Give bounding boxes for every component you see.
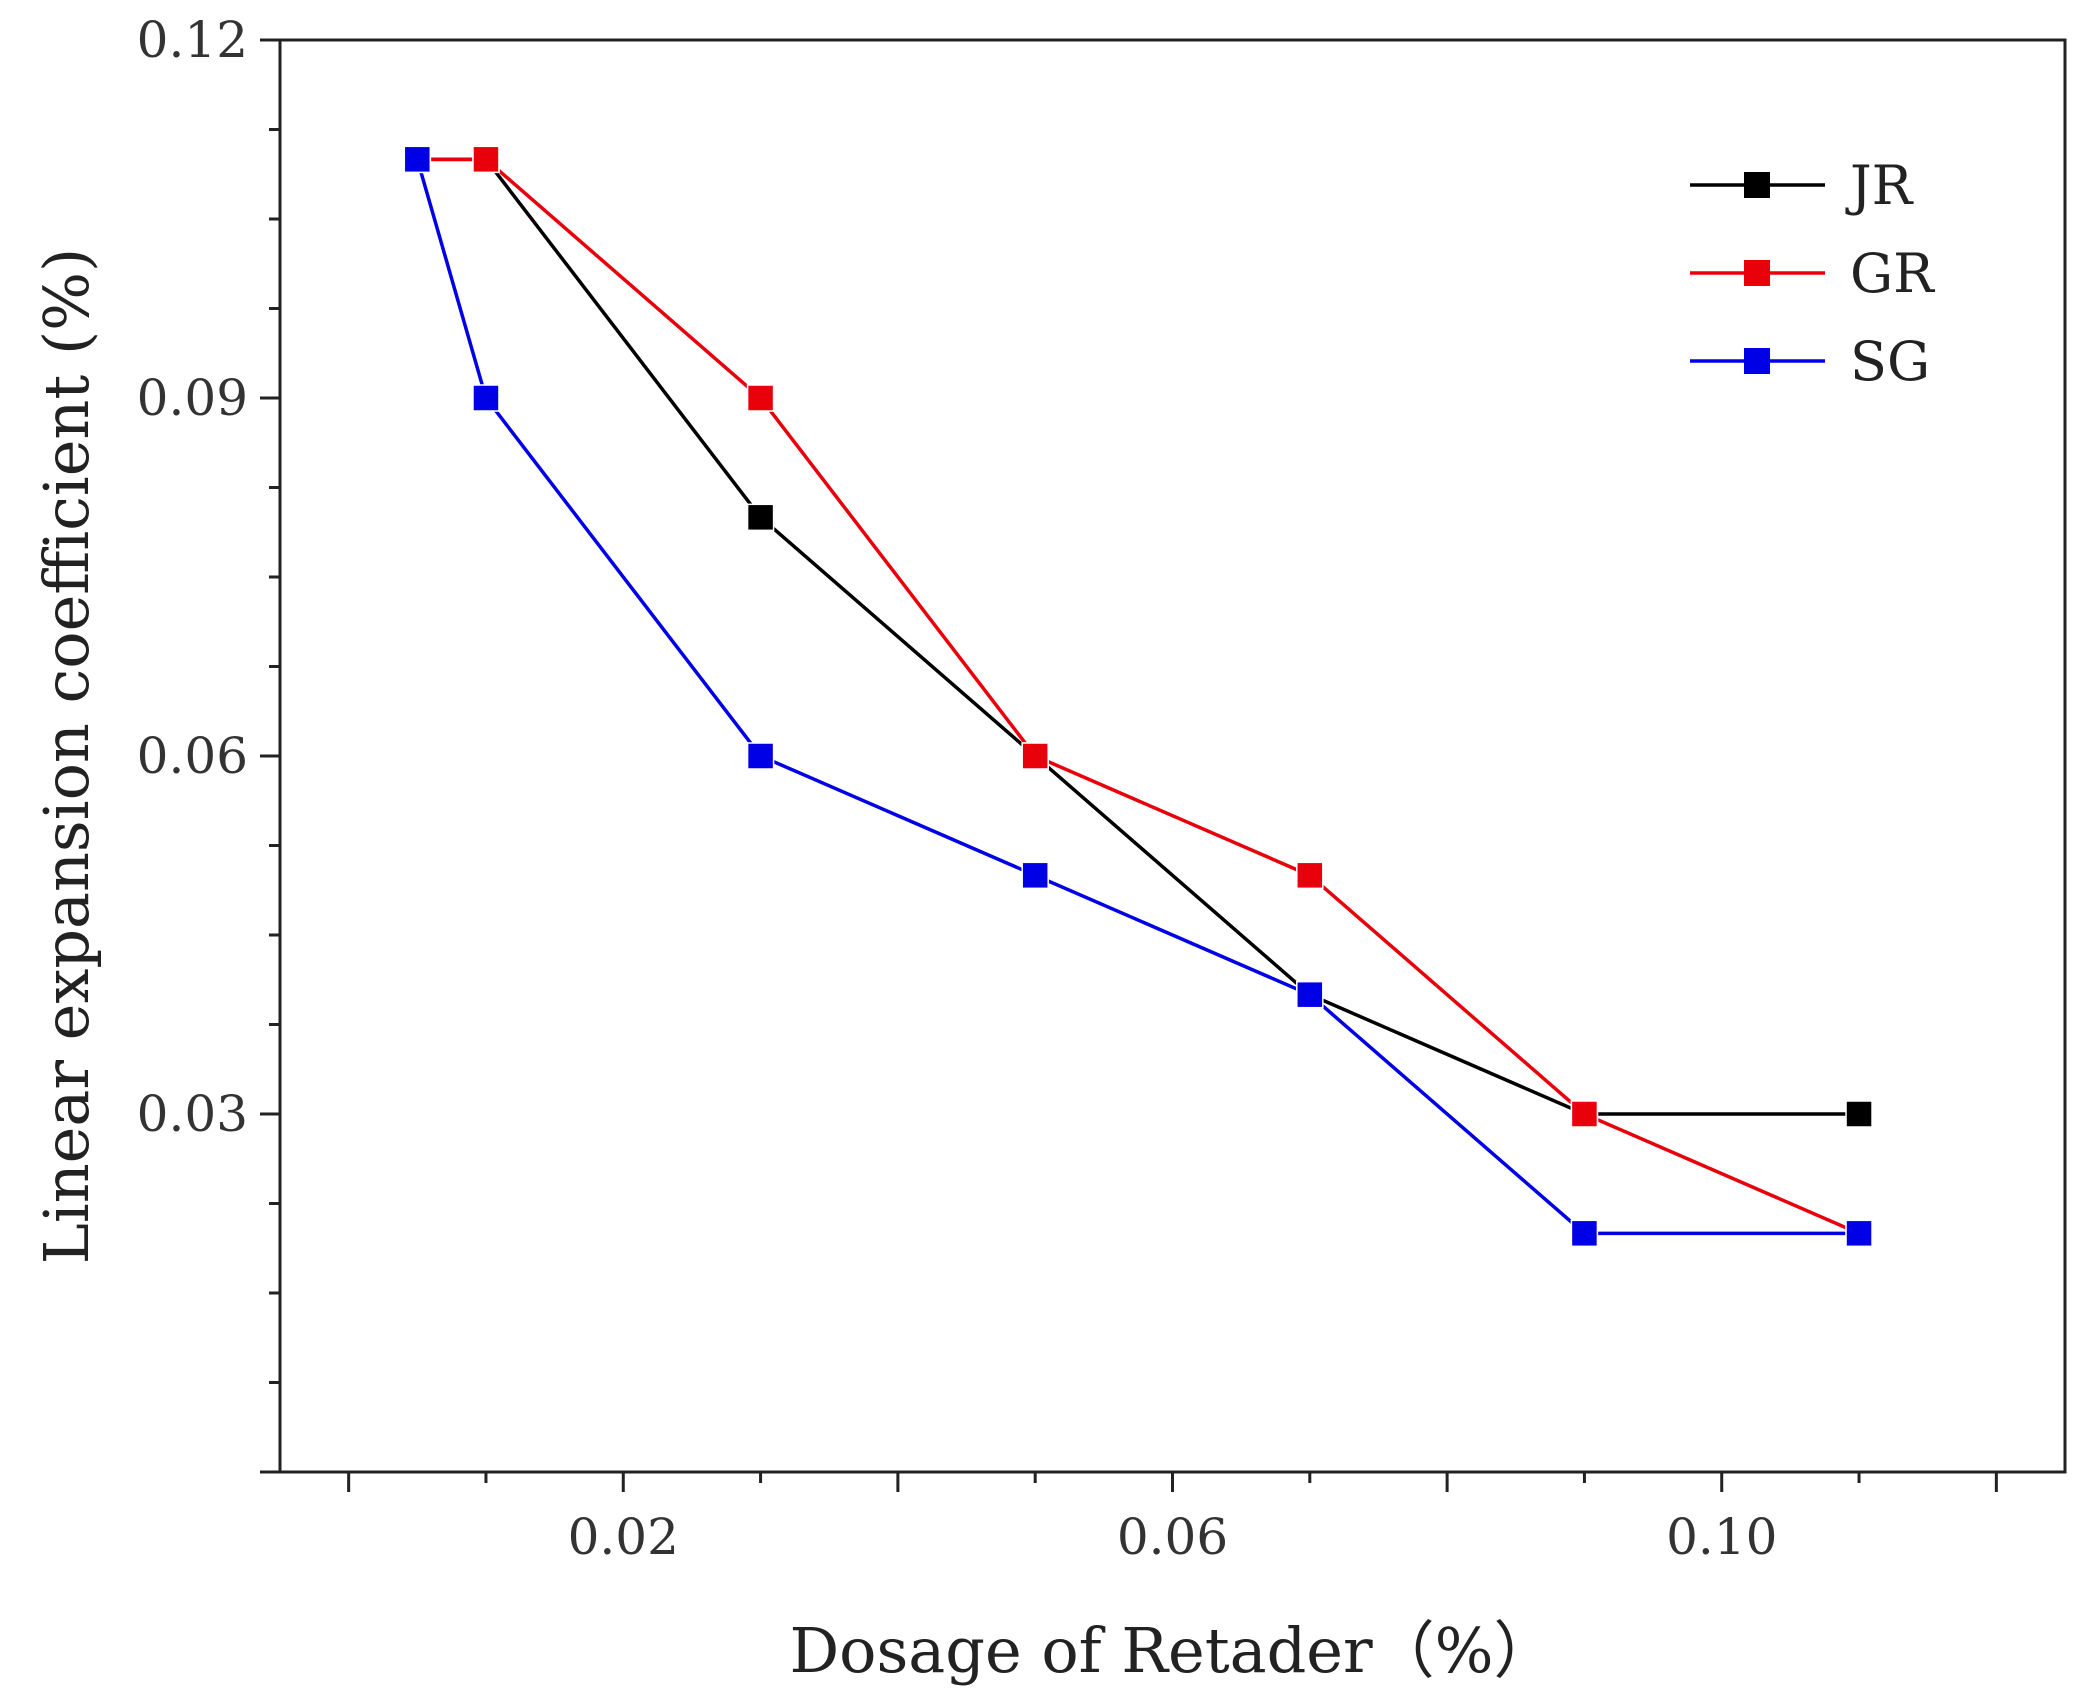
y-tick-label: 0.12 [137,11,248,69]
data-point-gr [1021,742,1049,770]
data-point-jr [1845,1100,1873,1128]
legend-label-jr: JR [1845,154,1914,217]
y-tick-label: 0.03 [137,1085,248,1143]
legend-label-gr: GR [1850,242,1935,305]
x-axis-title: Dosage of Retader（%） [789,1614,1555,1687]
data-point-gr [472,145,500,174]
legend: JR GR SG [1690,154,1935,393]
data-point-gr [746,384,775,412]
legend-marker-jr [1744,172,1770,198]
data-point-gr [1570,1100,1599,1128]
data-point-sg [403,145,432,174]
y-tick-label: 0.09 [137,369,248,427]
x-tick-label: 0.10 [1666,1508,1777,1566]
plot-frame [278,38,2067,1474]
legend-label-sg: SG [1850,330,1930,393]
y-axis-title: Linear expansion coefficient (%) [30,248,103,1265]
x-tick-label: 0.06 [1117,1508,1228,1566]
y-tick-label: 0.06 [137,727,248,785]
series-line-jr [417,157,1860,1116]
data-point-sg [472,384,500,412]
data-point-sg [1021,861,1049,890]
data-point-gr [1296,861,1324,890]
data-point-sg [1845,1219,1873,1248]
data-point-sg [1570,1219,1599,1248]
series-group [403,145,1873,1248]
data-point-sg [746,742,775,770]
data-point-sg [1296,980,1324,1009]
data-point-jr [746,503,775,532]
series-line-sg [415,158,1860,1236]
series-line-gr [417,157,1860,1235]
legend-marker-sg [1744,348,1770,374]
x-tick-label: 0.02 [568,1508,679,1566]
legend-marker-gr [1744,260,1770,286]
axes-group [278,38,2067,1474]
ticks-group: 0.03 0.06 0.09 0.12 0.02 0.06 0.10 [137,11,1998,1566]
